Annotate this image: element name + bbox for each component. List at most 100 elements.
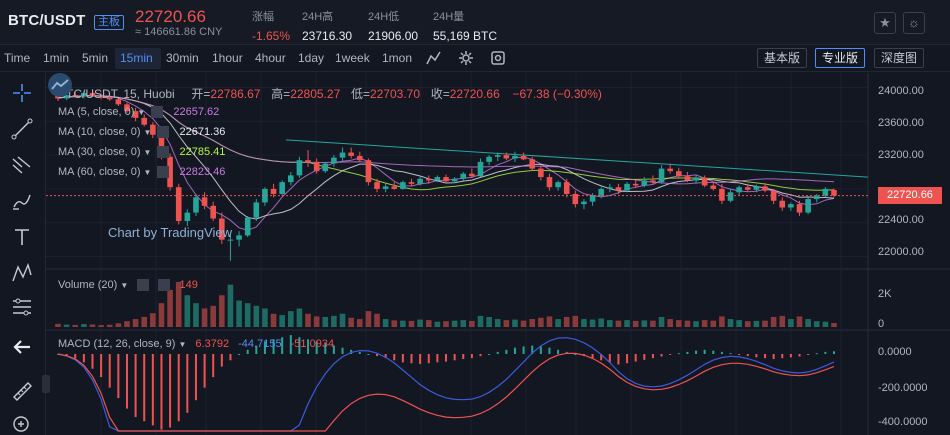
tradingview-watermark[interactable]: Chart by TradingView — [108, 225, 233, 240]
ma-legend-5[interactable]: MA (5, close, 0) ▼ 22657.62 — [58, 106, 219, 120]
ma-legend-60[interactable]: MA (60, close, 0) ▼ 22823.46 — [58, 166, 225, 180]
volume-bar — [287, 311, 294, 327]
volume-settings-icon[interactable] — [137, 279, 150, 292]
back-arrow-icon[interactable] — [10, 335, 34, 359]
volume-bar — [81, 324, 87, 327]
timeframe-15min[interactable]: 15min — [120, 51, 153, 65]
ma-legend-30[interactable]: MA (30, close, 0) ▼ 22785.41 — [58, 146, 225, 160]
volume-legend[interactable]: Volume (20) ▼ 149 — [58, 279, 198, 292]
timeframe-4hour[interactable]: 4hour — [255, 51, 286, 65]
ruler-icon[interactable] — [10, 379, 34, 403]
candle-body — [219, 218, 225, 240]
zoom-in-icon[interactable] — [10, 413, 34, 435]
trendline-icon[interactable] — [10, 117, 34, 141]
macd-hist-bar — [419, 354, 422, 365]
candle-body — [400, 182, 406, 189]
chart-canvas[interactable] — [46, 73, 950, 435]
macd-hist-bar — [125, 354, 128, 409]
dropdown-arrow-icon[interactable]: ▼ — [143, 148, 152, 157]
candle-body — [313, 161, 320, 172]
macd-hist-bar — [513, 347, 516, 354]
chart-area[interactable]: BTC/USDT, 15, Huobi 开=22786.67 高=22805.2… — [46, 73, 950, 435]
macd-hist-bar — [289, 335, 292, 354]
volume-bar — [313, 316, 320, 327]
timeframe-1week[interactable]: 1week — [335, 51, 370, 65]
fib-retracement-icon[interactable] — [10, 295, 34, 319]
volume-bar — [89, 324, 96, 327]
candle-body — [244, 217, 251, 236]
volume-bar — [744, 321, 751, 327]
macd-hist-bar — [307, 339, 310, 354]
pattern-icon[interactable] — [10, 261, 34, 285]
timeframe-time[interactable]: Time — [4, 51, 31, 65]
candle-body — [270, 188, 277, 194]
candle-body — [650, 180, 656, 183]
pair-title[interactable]: BTC/USDT — [8, 12, 86, 29]
basic-version-button[interactable]: 基本版 — [757, 48, 808, 68]
ma-legend-10[interactable]: MA (10, close, 0) ▼ 22671.36 — [58, 126, 225, 140]
candle-body — [382, 186, 389, 189]
candle-body — [494, 155, 501, 157]
candle-body — [201, 197, 208, 206]
macd-hist-bar — [82, 354, 85, 363]
candle-body — [641, 180, 648, 186]
candle-body — [555, 182, 561, 188]
crosshair-icon[interactable] — [10, 81, 34, 105]
volume-bar — [132, 319, 139, 327]
volume-bar — [684, 320, 691, 327]
timeframe-5min[interactable]: 5min — [82, 51, 109, 65]
depth-chart-button[interactable]: 深度图 — [874, 48, 925, 68]
candle-body — [89, 92, 96, 96]
volume-bar — [236, 300, 242, 327]
dropdown-arrow-icon[interactable]: ▼ — [137, 108, 146, 117]
candle-body — [210, 205, 217, 219]
pro-version-button[interactable]: 专业版 — [815, 48, 866, 68]
timeframe-1hour[interactable]: 1hour — [212, 51, 243, 65]
volume-bar — [581, 319, 587, 327]
indicators-icon[interactable] — [426, 50, 442, 66]
candle-body — [193, 197, 199, 213]
ohlc-legend: BTC/USDT, 15, Huobi 开=22786.67 高=22805.2… — [58, 85, 602, 102]
tradingview-logo-icon — [48, 73, 72, 97]
macd-hist-bar — [160, 354, 163, 430]
pitchfork-icon[interactable] — [10, 153, 34, 177]
candle-body — [477, 161, 484, 177]
dropdown-arrow-icon[interactable]: ▼ — [120, 281, 129, 290]
ma-settings-icon[interactable] — [151, 106, 164, 119]
volume-bar — [727, 319, 734, 327]
brush-icon[interactable] — [10, 189, 34, 213]
candle-body — [762, 186, 768, 191]
timeframe-1min[interactable]: 1min — [43, 51, 70, 65]
theme-icon[interactable]: ☼ — [903, 12, 925, 34]
macd-hist-bar — [151, 354, 154, 426]
volume-bar — [124, 321, 130, 327]
dropdown-arrow-icon[interactable]: ▼ — [143, 168, 152, 177]
timeframe-1mon[interactable]: 1mon — [382, 51, 413, 65]
text-tool-icon[interactable] — [10, 225, 34, 249]
star-icon[interactable]: ★ — [874, 12, 896, 34]
macd-hist-bar — [789, 354, 792, 358]
volume-close-icon[interactable] — [158, 279, 171, 292]
ma-settings-icon[interactable] — [157, 166, 170, 179]
ma-settings-icon[interactable] — [157, 146, 170, 159]
volume-bar — [555, 319, 561, 327]
volume-bar — [494, 319, 501, 327]
macd-legend[interactable]: MACD (12, 26, close, 9) ▼ 6.3792 -44.715… — [58, 338, 334, 350]
macd-hist-bar — [238, 354, 241, 355]
candle-body — [132, 111, 139, 118]
volume-bar — [348, 317, 354, 327]
candle-body — [658, 168, 665, 183]
stat-change: 涨幅 -1.65% — [252, 8, 290, 43]
timeframe-1day[interactable]: 1day — [298, 51, 325, 65]
timeframe-30min[interactable]: 30min — [166, 51, 199, 65]
candle-body — [753, 186, 760, 190]
dropdown-arrow-icon[interactable]: ▼ — [178, 340, 187, 349]
camera-icon[interactable] — [490, 50, 506, 66]
gear-icon[interactable] — [458, 50, 474, 66]
dropdown-arrow-icon[interactable]: ▼ — [143, 128, 152, 137]
volume-bar — [400, 320, 406, 327]
macd-hist-bar — [703, 349, 706, 354]
toolbar-scroll-handle[interactable] — [42, 375, 50, 393]
ma-settings-icon[interactable] — [157, 126, 170, 139]
macd-hist-bar — [807, 354, 810, 355]
